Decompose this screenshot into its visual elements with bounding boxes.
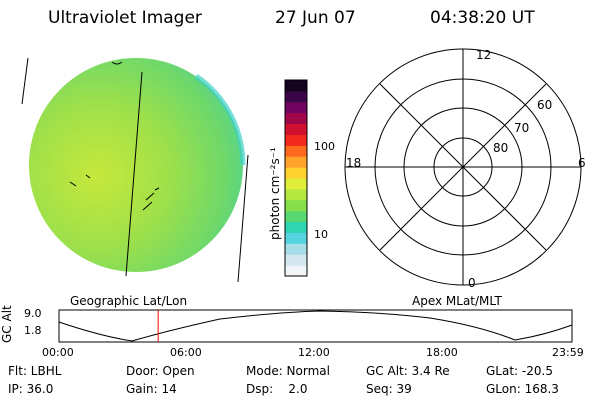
- seq-info: Seq: 39: [366, 382, 412, 396]
- gain-info: Gain: 14: [126, 382, 177, 396]
- colorbar-segment: [285, 232, 307, 244]
- x-tick-0600: 06:00: [170, 346, 202, 359]
- colorbar-segment: [285, 167, 307, 179]
- y-tick-1-8: 1.8: [24, 324, 42, 337]
- terminator-line: [125, 71, 143, 277]
- colorbar-segment: [285, 90, 307, 103]
- mlat-label-70: 70: [514, 121, 530, 135]
- mlt-label-left: 18: [346, 156, 362, 170]
- earth-disk: [29, 58, 243, 272]
- colorbar-segment: [285, 265, 307, 277]
- mlat-label-80: 80: [493, 141, 509, 155]
- observation-date: 27 Jun 07: [275, 8, 356, 28]
- ip-info: IP: 36.0: [8, 382, 54, 396]
- mlt-label-right: 6: [578, 156, 586, 170]
- colorbar-tick-10: 10: [314, 228, 328, 241]
- glat-info: GLat: -20.5: [486, 364, 553, 378]
- colorbar-segment: [285, 123, 307, 135]
- colorbar-segment: [285, 243, 307, 255]
- timeline-frame: [58, 309, 573, 343]
- x-tick-1800: 18:00: [426, 346, 458, 359]
- coast-line-right: [237, 154, 249, 283]
- disk-rim-highlight: [194, 73, 246, 166]
- observation-time: 04:38:20 UT: [430, 8, 535, 28]
- colorbar-segment: [285, 101, 307, 114]
- colorbar-segment: [285, 156, 307, 168]
- instrument-title: Ultraviolet Imager: [48, 8, 202, 28]
- geographic-label: Geographic Lat/Lon: [70, 294, 188, 308]
- colorbar-frame: [284, 79, 308, 277]
- colorbar-segment: [285, 80, 307, 92]
- y-tick-9: 9.0: [24, 307, 42, 320]
- x-tick-0000: 00:00: [42, 346, 74, 359]
- colorbar-segment: [285, 134, 307, 146]
- colorbar-segment: [285, 178, 307, 190]
- colorbar-segment: [285, 254, 307, 266]
- x-tick-2359: 23:59: [552, 346, 584, 359]
- colorbar: [284, 79, 308, 277]
- coast-fragment: [69, 174, 91, 187]
- coast-fragment: [111, 61, 123, 65]
- colorbar-segment: [285, 199, 307, 212]
- glon-info: GLon: 168.3: [486, 382, 559, 396]
- colorbar-segment: [285, 112, 307, 125]
- colorbar-segment: [285, 210, 307, 223]
- filter-info: Flt: LBHL: [8, 364, 62, 378]
- colorbar-segment: [285, 145, 307, 157]
- altitude-curve: [58, 310, 573, 342]
- dsp-info: Dsp: 2.0: [246, 382, 308, 396]
- door-info: Door: Open: [126, 364, 195, 378]
- mode-info: Mode: Normal: [246, 364, 330, 378]
- colorbar-tick-100: 100: [314, 140, 335, 153]
- mlt-label-bottom: 0: [468, 276, 476, 290]
- colorbar-segment: [285, 221, 307, 233]
- mlt-label-top: 12: [476, 48, 492, 62]
- gc-alt-info: GC Alt: 3.4 Re: [366, 364, 450, 378]
- apex-label: Apex MLat/MLT: [412, 294, 502, 308]
- coast-line-left: [21, 57, 29, 105]
- x-tick-1200: 12:00: [298, 346, 330, 359]
- coast-fragment: [142, 187, 160, 211]
- colorbar-segment: [285, 188, 307, 201]
- mlat-label-60: 60: [537, 98, 553, 112]
